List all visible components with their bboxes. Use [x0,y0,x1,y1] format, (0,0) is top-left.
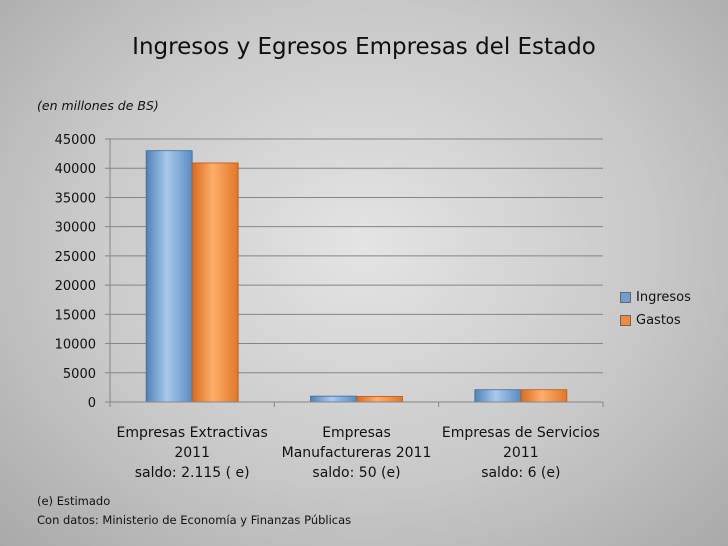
legend-item-ingresos: Ingresos [620,286,691,309]
bar-gastos-2 [356,396,403,403]
footnote-estimado: (e) Estimado [37,494,111,508]
legend-label-gastos: Gastos [636,313,681,328]
x-category-label: 2011 [174,445,210,461]
y-tick-label: 25000 [55,250,96,265]
x-category-label: Empresas Extractivas [117,425,268,441]
x-category-label: saldo: 50 (e) [312,465,400,481]
y-tick-label: 40000 [55,162,96,177]
y-tick-label: 30000 [55,221,96,236]
legend-swatch-ingresos [620,292,631,303]
bar-gastos-1 [191,162,239,403]
y-tick-label: 35000 [55,191,96,206]
bar-ingresos-1 [145,150,193,403]
y-tick-label: 15000 [55,308,96,323]
y-tick-label: 45000 [55,133,96,148]
footnote-source: Con datos: Ministerio de Economía y Fina… [37,513,352,527]
x-category-label: Empresas de Servicios [442,425,600,441]
y-tick-label: 0 [88,396,96,411]
legend-label-ingresos: Ingresos [636,290,691,305]
y-tick-label: 20000 [55,279,96,294]
bar-ingresos-3 [474,389,522,403]
y-tick-label: 5000 [63,367,96,382]
x-category-label: 2011 [503,445,539,461]
bar-gastos-3 [520,389,568,403]
legend: Ingresos Gastos [620,286,691,332]
x-category-label: saldo: 6 (e) [481,465,560,481]
x-category-label: Manufactureras 2011 [282,445,432,461]
chart-title: Ingresos y Egresos Empresas del Estado [132,34,596,60]
chart-subtitle: (en millones de BS) [37,98,159,113]
x-category-label: Empresas [322,425,391,441]
legend-swatch-gastos [620,315,631,326]
legend-item-gastos: Gastos [620,309,691,332]
bar-ingresos-2 [310,395,357,403]
y-tick-label: 10000 [55,338,96,353]
x-category-label: saldo: 2.115 ( e) [135,465,250,481]
